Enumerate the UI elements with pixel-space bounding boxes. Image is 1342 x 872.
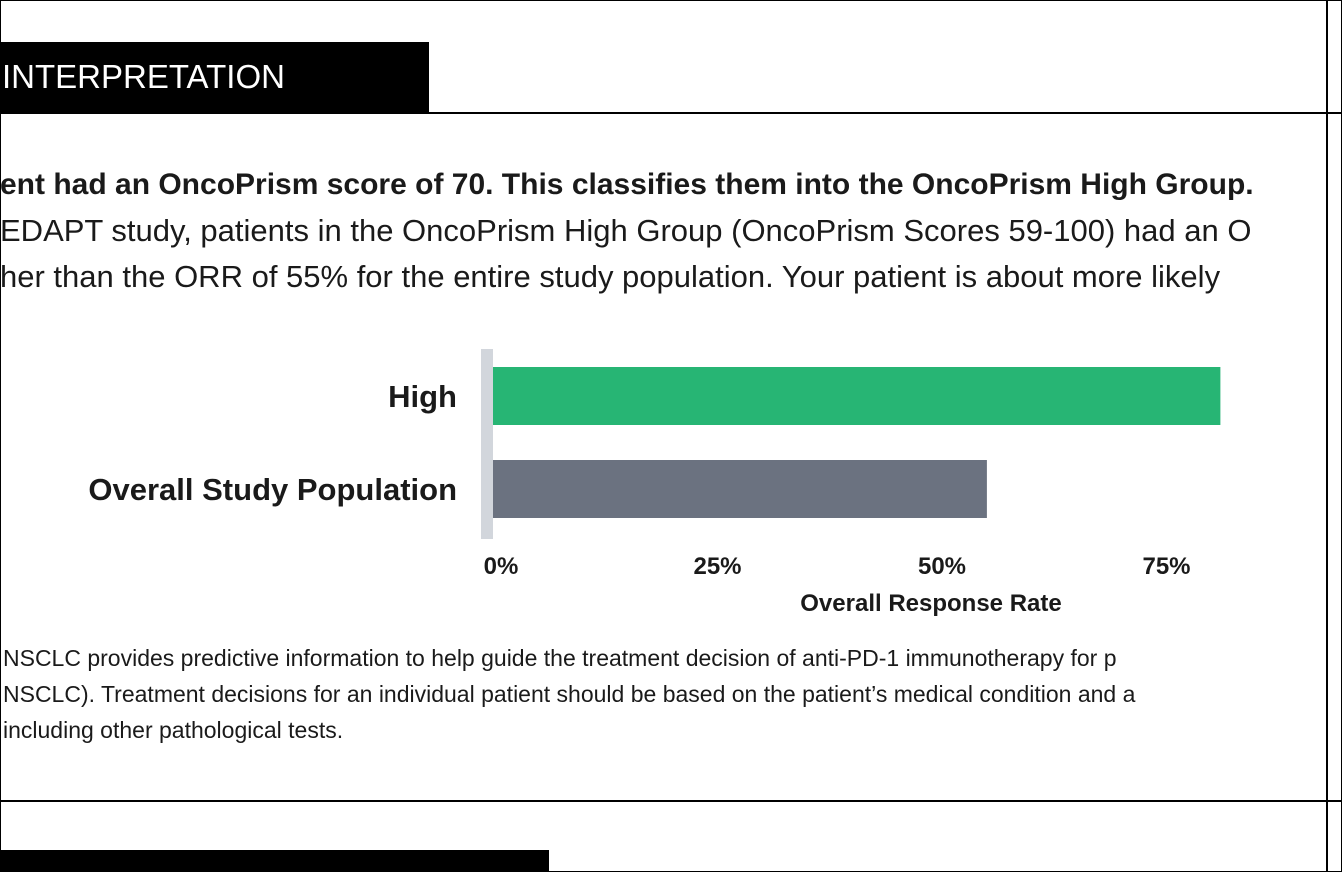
footnote-line-3: including other pathological tests. xyxy=(3,717,344,743)
section-divider-bottom xyxy=(0,800,1342,802)
interpretation-line-1: ent had an OncoPrism score of 70. This c… xyxy=(0,168,1254,201)
footnote-line-2: NSCLC). Treatment decisions for an indiv… xyxy=(3,681,1136,707)
section-title: INTERPRETATION xyxy=(0,42,429,112)
interpretation-line-2: EDAPT study, patients in the OncoPrism H… xyxy=(0,213,1252,248)
section-divider xyxy=(0,112,1342,114)
x-tick-label: 25% xyxy=(693,553,741,580)
x-axis-label: Overall Response Rate xyxy=(800,590,1061,617)
x-tick-label: 50% xyxy=(918,553,966,580)
orr-bar-chart: High Overall Study Population 0% 25% 50% 75%… xyxy=(88,349,1221,617)
bar-high xyxy=(493,367,1221,425)
footnote-line-1: NSCLC provides predictive information to… xyxy=(3,645,1117,671)
next-section-title xyxy=(0,850,549,872)
interpretation-line-3: her than the ORR of 55% for the entire s… xyxy=(0,259,1221,294)
x-tick-label: 75% xyxy=(1142,553,1190,580)
y-axis-line xyxy=(481,349,493,539)
interpretation-text: ent had an OncoPrism score of 70. This c… xyxy=(0,160,1326,300)
category-label: High xyxy=(388,379,457,414)
category-label: Overall Study Population xyxy=(88,472,457,507)
x-tick-label: 0% xyxy=(484,553,519,580)
right-border xyxy=(1326,0,1328,872)
bar-overall-study-population xyxy=(493,460,987,518)
footnote: NSCLC provides predictive information to… xyxy=(0,640,1326,750)
